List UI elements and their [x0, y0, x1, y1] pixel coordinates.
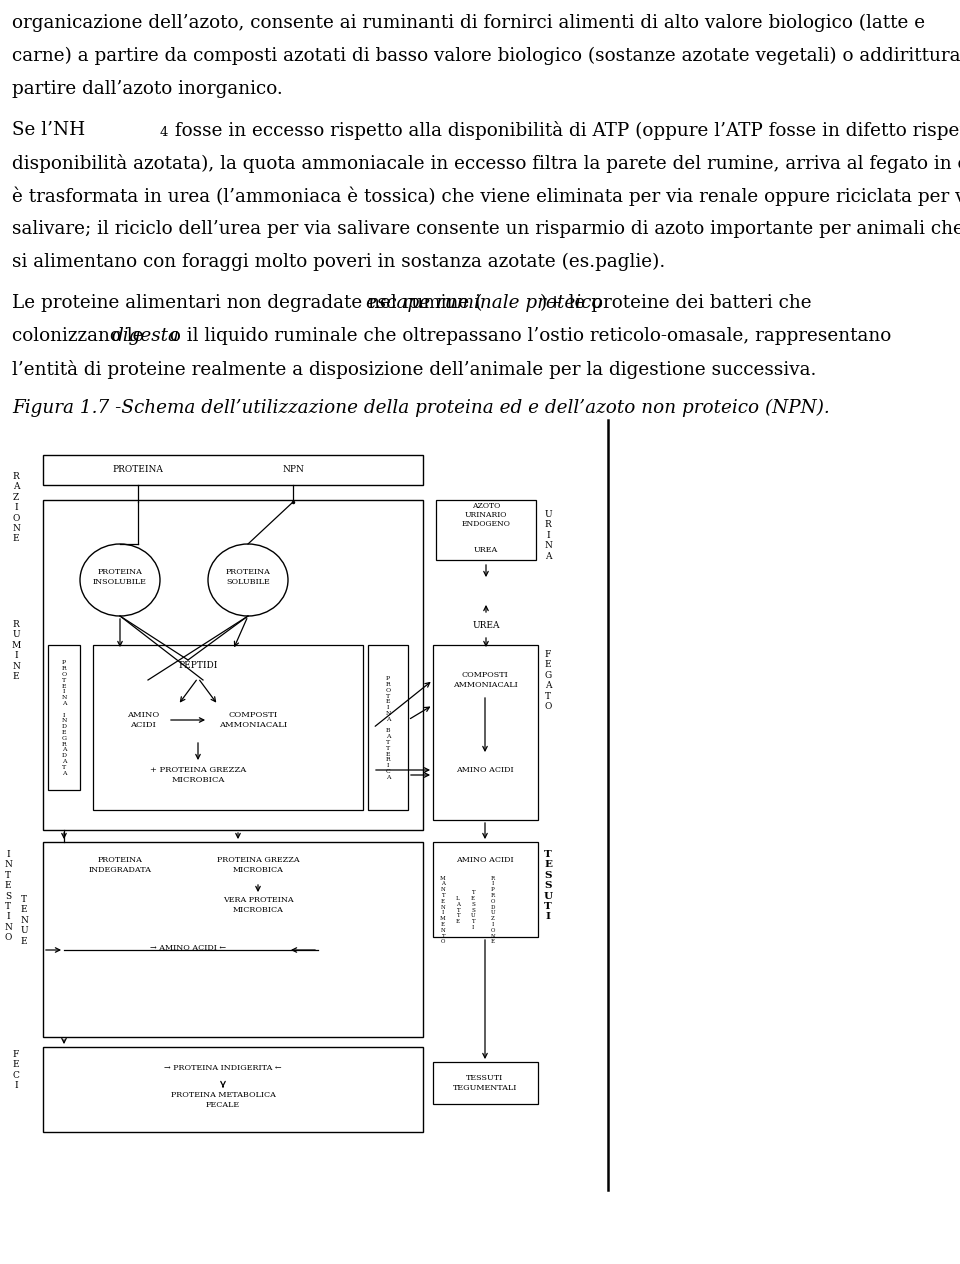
Text: COMPOSTI
AMMONIACALI: COMPOSTI AMMONIACALI — [219, 712, 287, 728]
Text: T
E
S
S
U
T
I: T E S S U T I — [543, 849, 553, 921]
Text: AMINO ACIDI: AMINO ACIDI — [456, 766, 514, 774]
Bar — [43, 455, 423, 485]
Text: PEPTIDI: PEPTIDI — [179, 661, 218, 670]
Text: partire dall’azoto inorganico.: partire dall’azoto inorganico. — [12, 80, 283, 99]
Text: Se l’NH: Se l’NH — [12, 121, 85, 139]
Text: P
R
O
T
E
I
N
A
 
I
N
D
E
G
R
A
D
A
T
A: P R O T E I N A I N D E G R A D A T A — [61, 660, 66, 776]
Text: AMINO
ACIDI: AMINO ACIDI — [127, 712, 159, 728]
Text: F
E
C
I: F E C I — [12, 1050, 19, 1090]
Text: carne) a partire da composti azotati di basso valore biologico (sostanze azotate: carne) a partire da composti azotati di … — [12, 47, 960, 66]
Text: AMINO ACIDI: AMINO ACIDI — [456, 856, 514, 865]
Text: COMPOSTI
AMMONIACALI: COMPOSTI AMMONIACALI — [452, 671, 517, 689]
Bar — [433, 645, 538, 820]
Text: + PROTEINA GREZZA
MICROBICA: + PROTEINA GREZZA MICROBICA — [150, 766, 246, 784]
Text: escape ruminale proteico: escape ruminale proteico — [366, 295, 603, 312]
Text: NPN: NPN — [282, 465, 304, 474]
Text: R
A
Z
I
O
N
E: R A Z I O N E — [12, 471, 20, 544]
Text: I
N
T
E
S
T
I
N
O: I N T E S T I N O — [4, 849, 12, 942]
Bar — [433, 1062, 538, 1103]
Text: fosse in eccesso rispetto alla disponibilità di ATP (oppure l’ATP fosse in difet: fosse in eccesso rispetto alla disponibi… — [169, 121, 960, 140]
Bar — [43, 501, 423, 830]
Text: )+ le proteine dei batteri che: )+ le proteine dei batteri che — [540, 295, 811, 312]
Text: UREA: UREA — [472, 621, 500, 629]
Bar — [93, 645, 363, 810]
Text: L
A
T
T
E: L A T T E — [456, 896, 460, 924]
Text: P
R
O
T
E
I
N
A
 
B
A
T
T
E
R
I
C
A: P R O T E I N A B A T T E R I C A — [385, 676, 391, 780]
Text: R
I
P
R
O
D
U
Z
I
O
N
E: R I P R O D U Z I O N E — [491, 876, 495, 944]
Bar — [368, 645, 408, 810]
Text: disponibilità azotata), la quota ammoniacale in eccesso filtra la parete del rum: disponibilità azotata), la quota ammonia… — [12, 154, 960, 173]
Text: PROTEINA
SOLUBILE: PROTEINA SOLUBILE — [226, 569, 271, 585]
Bar — [433, 842, 538, 937]
Text: 4: 4 — [160, 126, 168, 139]
Text: → AMINO ACIDI ←: → AMINO ACIDI ← — [150, 944, 226, 952]
Text: PROTEINA: PROTEINA — [112, 465, 163, 474]
Text: T
E
S
S
U
T
I: T E S S U T I — [470, 890, 475, 930]
Text: PROTEINA
INSOLUBILE: PROTEINA INSOLUBILE — [93, 569, 147, 585]
Bar — [43, 842, 423, 1036]
Text: AZOTO
URINARIO
ENDOGENO: AZOTO URINARIO ENDOGENO — [462, 502, 511, 528]
Bar — [436, 501, 536, 560]
Text: Le proteine alimentari non degradate nel rumine (: Le proteine alimentari non degradate nel… — [12, 295, 482, 312]
Text: → PROTEINA INDIGERITA ←: → PROTEINA INDIGERITA ← — [164, 1064, 282, 1072]
Text: è trasformata in urea (l’ammoniaca è tossica) che viene eliminata per via renale: è trasformata in urea (l’ammoniaca è tos… — [12, 187, 960, 206]
Text: PROTEINA
INDEGRADATA: PROTEINA INDEGRADATA — [88, 857, 152, 873]
Text: T
E
N
U
E: T E N U E — [20, 895, 28, 945]
Text: Figura 1.7 -Schema dell’utilizzazione della proteina ed e dell’azoto non proteic: Figura 1.7 -Schema dell’utilizzazione de… — [12, 399, 829, 417]
Text: U
R
I
N
A: U R I N A — [544, 509, 552, 561]
Text: salivare; il riciclo dell’urea per via salivare consente un risparmio di azoto i: salivare; il riciclo dell’urea per via s… — [12, 220, 960, 238]
Bar — [43, 1047, 423, 1133]
Text: R
U
M
I
N
E: R U M I N E — [12, 621, 20, 681]
Text: o il liquido ruminale che oltrepassano l’ostio reticolo-omasale, rappresentano: o il liquido ruminale che oltrepassano l… — [164, 327, 891, 345]
Text: F
E
G
A
T
O: F E G A T O — [544, 650, 552, 710]
Bar — [48, 645, 80, 790]
Text: TESSUTI
TEGUMENTALI: TESSUTI TEGUMENTALI — [453, 1074, 517, 1092]
Text: si alimentano con foraggi molto poveri in sostanza azotate (es.paglie).: si alimentano con foraggi molto poveri i… — [12, 253, 665, 272]
Text: organicazione dell’azoto, consente ai ruminanti di fornirci alimenti di alto val: organicazione dell’azoto, consente ai ru… — [12, 14, 925, 33]
Text: M
A
N
T
E
N
I
M
E
N
T
O: M A N T E N I M E N T O — [440, 876, 445, 944]
Text: digesta: digesta — [112, 327, 180, 345]
Text: PROTEINA GREZZA
MICROBICA: PROTEINA GREZZA MICROBICA — [217, 857, 300, 873]
Text: UREA: UREA — [474, 546, 498, 554]
Text: VERA PROTEINA
MICROBICA: VERA PROTEINA MICROBICA — [223, 896, 294, 914]
Text: colonizzano le: colonizzano le — [12, 327, 150, 345]
Text: PROTEINA METABOLICA
FECALE: PROTEINA METABOLICA FECALE — [171, 1091, 276, 1109]
Text: l’entità di proteine realmente a disposizione dell’animale per la digestione suc: l’entità di proteine realmente a disposi… — [12, 360, 816, 379]
